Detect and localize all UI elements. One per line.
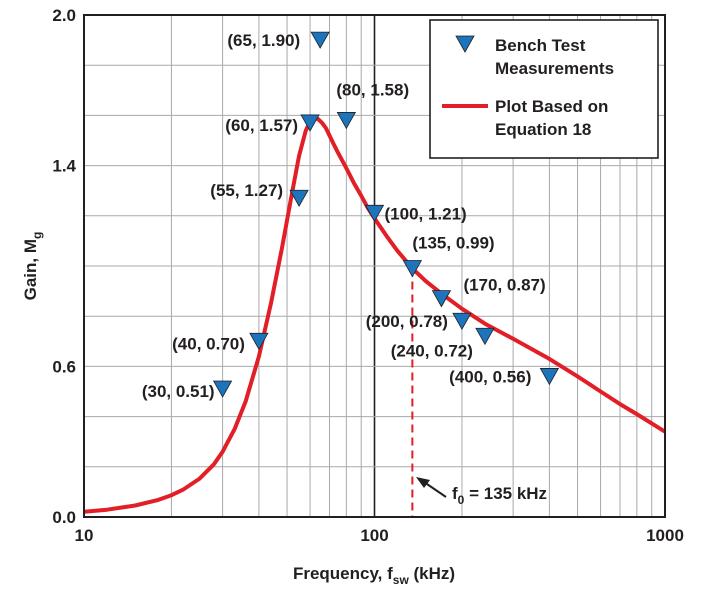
measurement-marker <box>300 114 320 132</box>
measurement-marker <box>431 290 452 308</box>
measurement-label: (30, 0.51) <box>142 382 215 401</box>
measurement-marker <box>289 189 309 208</box>
f0-arrowhead <box>416 477 430 488</box>
measurement-marker <box>452 312 472 331</box>
measurement-marker <box>310 31 330 49</box>
x-axis-title-tail: (kHz) <box>409 564 455 583</box>
y-tick-label: 0.6 <box>52 357 76 376</box>
x-axis-title-sub: sw <box>393 573 410 587</box>
measurement-label: (135, 0.99) <box>412 234 494 253</box>
measurement-label: (200, 0.78) <box>366 312 448 331</box>
legend-label-measurements: Measurements <box>495 59 614 78</box>
x-axis-title: Frequency, fsw (kHz) <box>293 564 455 587</box>
legend-label-measurements: Bench Test <box>495 36 586 55</box>
measurement-marker <box>402 260 423 278</box>
legend-label-curve: Equation 18 <box>495 120 591 139</box>
x-tick-label: 10 <box>75 526 94 545</box>
y-tick-label: 2.0 <box>52 6 76 25</box>
legend: Bench Test Measurements Plot Based on Equat… <box>429 19 659 159</box>
y-axis-title-sub: g <box>30 232 44 239</box>
axes: 10 100 1000 0.0 0.6 1.4 2.0 <box>52 6 684 545</box>
y-axis-title-main: Gain, M <box>21 239 40 300</box>
f0-label-tail: = 135 kHz <box>464 484 547 503</box>
equation-18-curve <box>84 115 665 514</box>
f0-arrow <box>423 481 447 498</box>
plot-frame <box>83 14 666 518</box>
measurement-label: (240, 0.72) <box>391 341 473 360</box>
measurement-label: (80, 1.58) <box>336 80 409 99</box>
legend-marker-measurements <box>455 35 475 53</box>
measurement-label: (55, 1.27) <box>210 181 283 200</box>
measurement-marker <box>475 327 495 346</box>
f0-label-sub: 0 <box>458 493 465 507</box>
marker-layer <box>212 31 560 398</box>
measurement-label: (100, 1.21) <box>385 204 467 223</box>
legend-label-curve: Plot Based on <box>495 97 608 116</box>
f0-label-main: f <box>452 484 458 503</box>
measurement-marker <box>249 332 269 351</box>
measurement-marker <box>212 380 233 398</box>
measurement-label: (170, 0.87) <box>463 276 545 295</box>
curve-layer <box>84 115 665 514</box>
x-tick-label: 1000 <box>646 526 684 545</box>
f0-label: f0 = 135 kHz <box>452 484 547 507</box>
measurement-marker <box>336 112 357 130</box>
x-axis-title-main: Frequency, f <box>293 564 393 583</box>
measurement-label: (400, 0.56) <box>449 367 531 386</box>
measurement-label: (40, 0.70) <box>172 334 245 353</box>
y-tick-label: 0.0 <box>52 508 76 527</box>
y-axis-title: Gain, Mg <box>21 232 44 301</box>
f0-annotation: f0 = 135 kHz <box>416 477 547 507</box>
measurement-label: (60, 1.57) <box>225 116 298 135</box>
x-tick-label: 100 <box>360 526 388 545</box>
point-label-layer: (30, 0.51) (40, 0.70) (55, 1.27) (60, 1.57)… <box>142 31 546 401</box>
measurement-marker <box>539 368 560 386</box>
measurement-marker <box>364 204 385 223</box>
y-tick-label: 1.4 <box>52 157 76 176</box>
measurement-label: (65, 1.90) <box>227 31 300 50</box>
